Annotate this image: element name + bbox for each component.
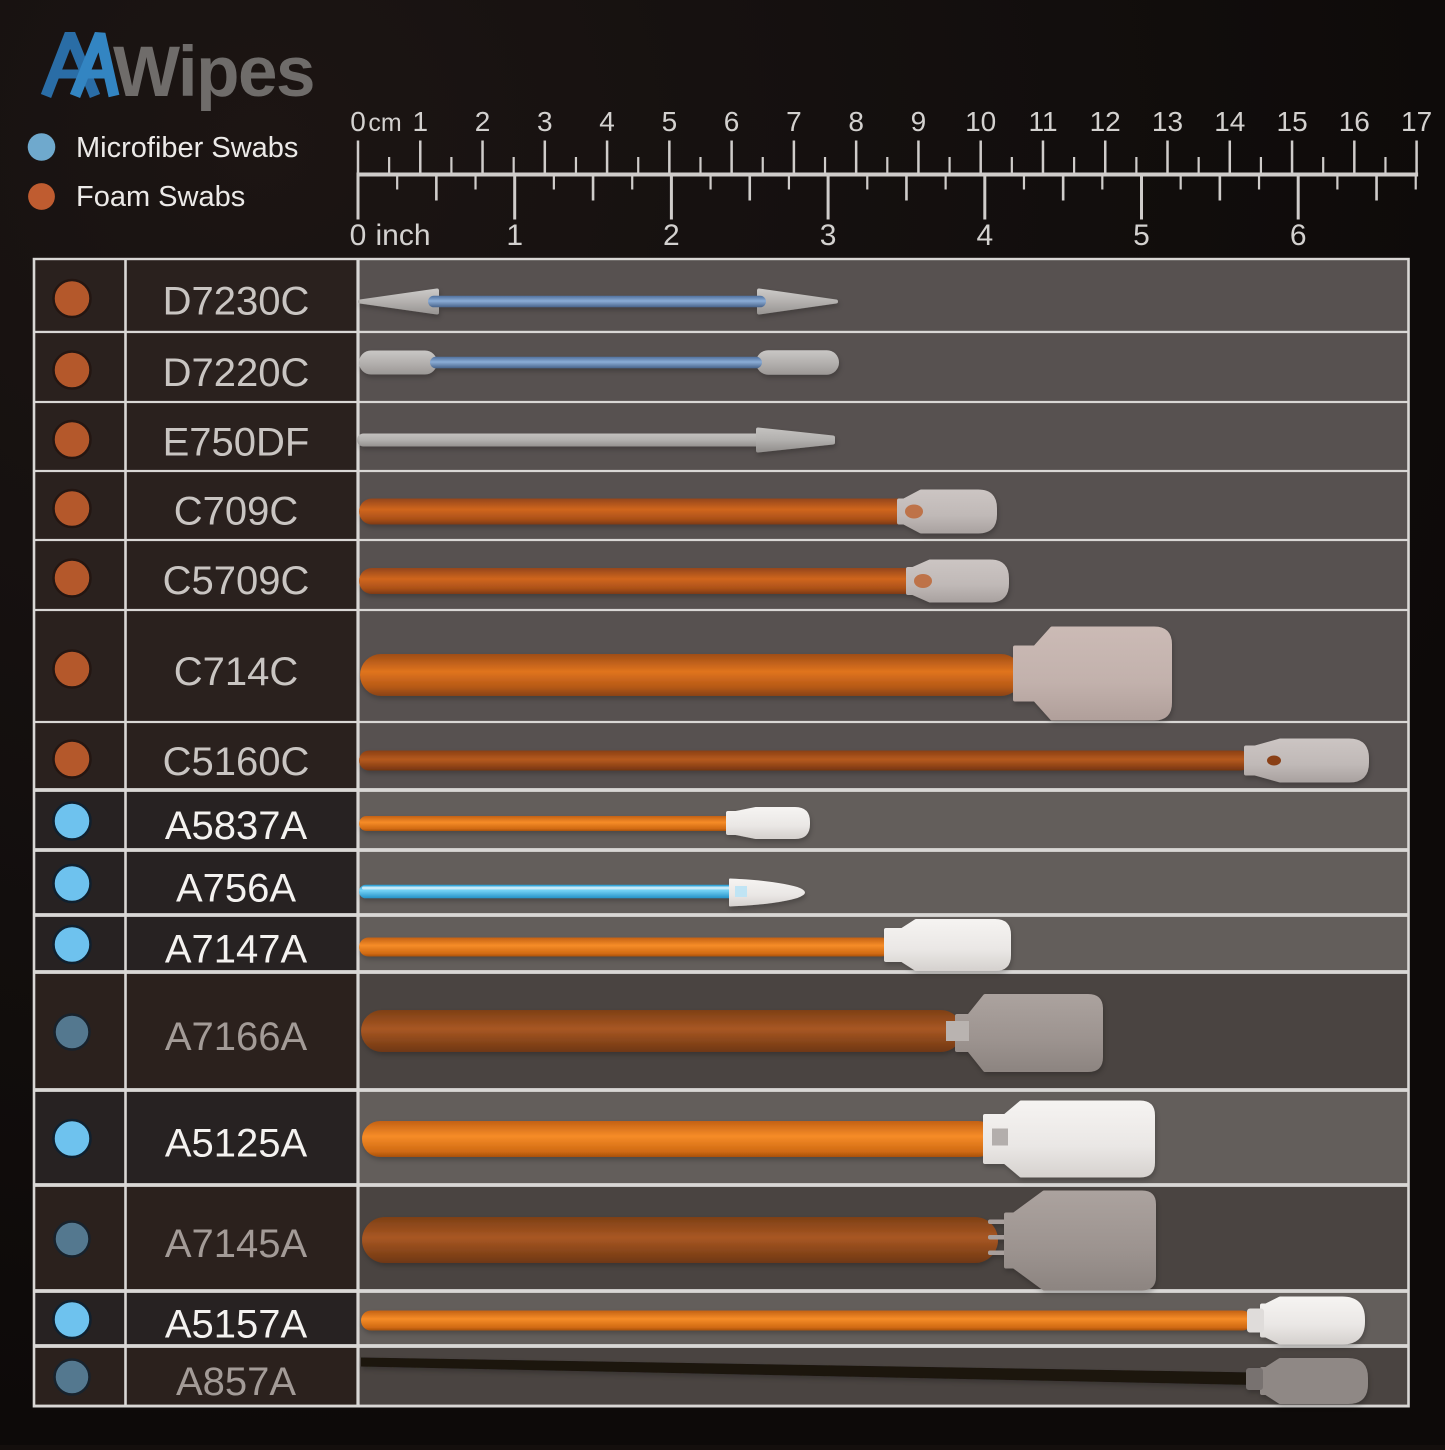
svg-text:Microfiber Swabs: Microfiber Swabs	[76, 132, 298, 164]
svg-text:Wipes: Wipes	[113, 33, 314, 112]
svg-text:A7145A: A7145A	[165, 1222, 308, 1266]
svg-text:inch: inch	[375, 219, 430, 252]
svg-text:5: 5	[1133, 219, 1150, 252]
svg-text:1: 1	[413, 106, 429, 137]
svg-text:A5837A: A5837A	[165, 804, 308, 848]
svg-text:C5160C: C5160C	[163, 740, 310, 784]
svg-text:10: 10	[965, 106, 996, 137]
svg-text:9: 9	[911, 106, 927, 137]
svg-text:E750DF: E750DF	[163, 421, 310, 465]
svg-text:16: 16	[1339, 106, 1370, 137]
svg-text:3: 3	[820, 219, 837, 252]
svg-text:6: 6	[1290, 219, 1307, 252]
svg-text:A5125A: A5125A	[165, 1122, 308, 1166]
svg-text:A7147A: A7147A	[165, 928, 308, 972]
svg-text:C714C: C714C	[174, 650, 299, 694]
svg-text:0: 0	[350, 106, 366, 137]
svg-text:2: 2	[663, 219, 680, 252]
svg-text:1: 1	[506, 219, 523, 252]
svg-text:D7220C: D7220C	[163, 351, 310, 395]
svg-text:A7166A: A7166A	[165, 1015, 308, 1059]
svg-text:14: 14	[1214, 106, 1245, 137]
svg-text:4: 4	[976, 219, 993, 252]
svg-text:cm: cm	[368, 109, 401, 137]
svg-text:6: 6	[724, 106, 740, 137]
svg-text:C709C: C709C	[174, 490, 299, 534]
svg-text:A756A: A756A	[176, 867, 296, 911]
svg-text:0: 0	[350, 219, 367, 252]
svg-text:2: 2	[475, 106, 491, 137]
svg-text:C5709C: C5709C	[163, 559, 310, 603]
svg-text:3: 3	[537, 106, 553, 137]
svg-text:D7230C: D7230C	[163, 280, 310, 324]
svg-text:Foam Swabs: Foam Swabs	[76, 181, 245, 213]
svg-text:12: 12	[1090, 106, 1121, 137]
svg-text:A857A: A857A	[176, 1360, 296, 1404]
svg-text:4: 4	[599, 106, 615, 137]
svg-text:5: 5	[662, 106, 678, 137]
svg-text:15: 15	[1277, 106, 1308, 137]
svg-text:17: 17	[1401, 106, 1432, 137]
svg-text:11: 11	[1028, 106, 1057, 137]
svg-text:7: 7	[786, 106, 802, 137]
svg-text:A5157A: A5157A	[165, 1303, 308, 1347]
svg-text:8: 8	[848, 106, 864, 137]
svg-text:13: 13	[1152, 106, 1183, 137]
